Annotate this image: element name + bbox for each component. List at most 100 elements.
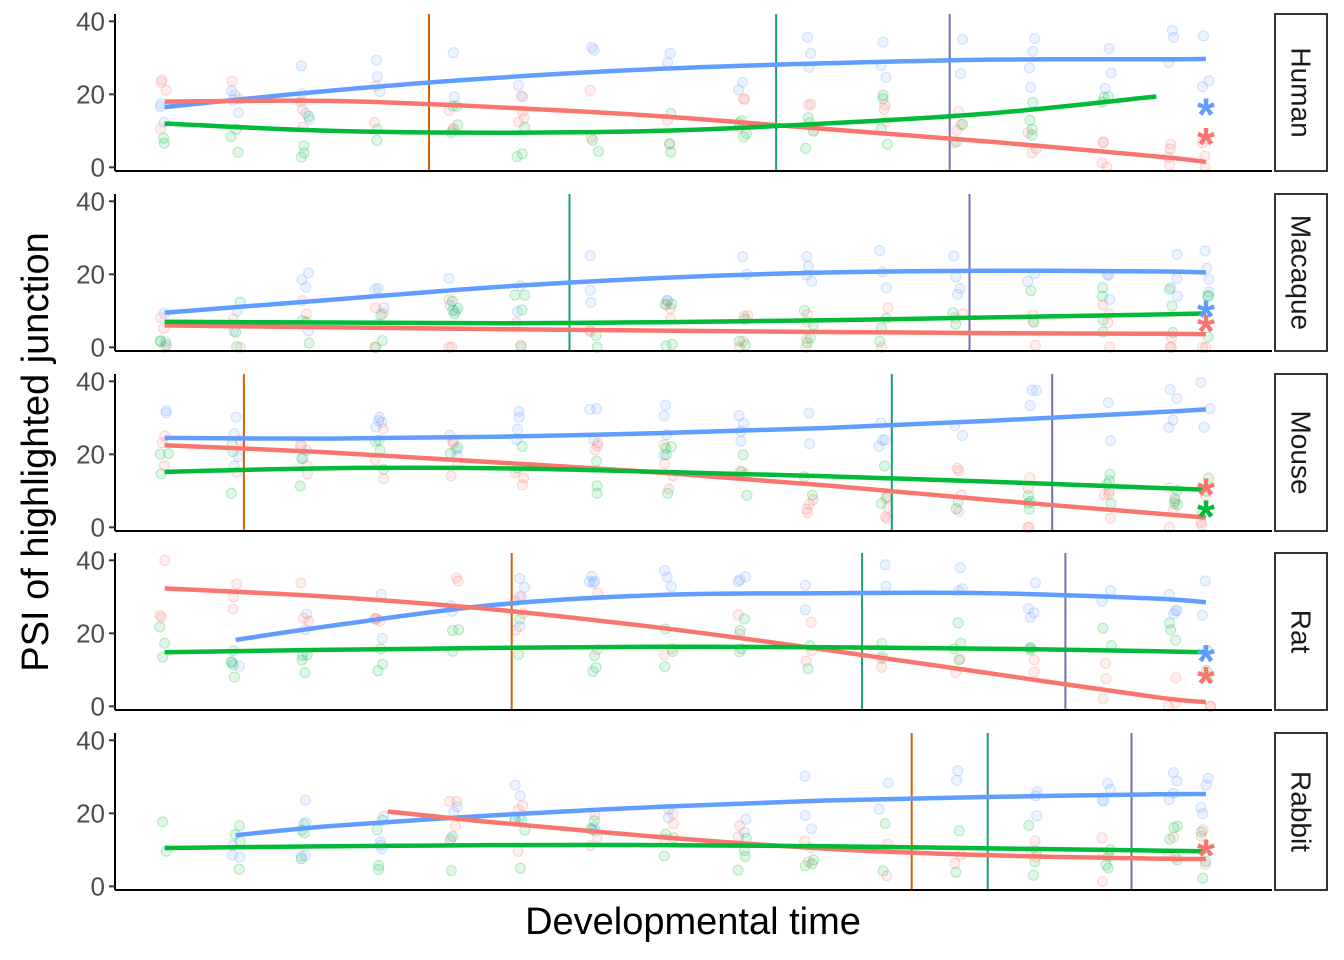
- scatter-point: [952, 765, 964, 777]
- scatter-point: [1169, 493, 1181, 504]
- strip-box: [1274, 13, 1328, 172]
- scatter-point: [1167, 767, 1179, 779]
- trend-line-blue: [235, 791, 1206, 838]
- trend-line-green: [164, 311, 1206, 326]
- scatter-point: [664, 47, 676, 59]
- scatter-point: [739, 613, 750, 625]
- scatter-point: [587, 134, 599, 146]
- scatter-point: [879, 434, 891, 446]
- scatter-point: [806, 823, 817, 835]
- scatter-point: [369, 302, 381, 314]
- scatter-point: [160, 339, 172, 351]
- scatter-point: [1203, 286, 1215, 298]
- scatter-point: [1165, 282, 1177, 294]
- scatter-point: [445, 865, 457, 877]
- scatter-point: [1200, 779, 1212, 791]
- panel-human: ** 0 20 40 Human: [76, 6, 1328, 182]
- scatter-point: [1171, 272, 1183, 284]
- scatter-point: [1028, 869, 1039, 881]
- panel-rat: ** 0 20 40 Rat: [76, 545, 1328, 721]
- scatter-point: [798, 305, 810, 317]
- scatter-point: [225, 487, 237, 499]
- scatter-point: [230, 411, 242, 423]
- scatter-point: [1026, 147, 1038, 159]
- scatter-point: [1204, 700, 1216, 712]
- scatter-point: [1201, 670, 1213, 682]
- scatter-point: [514, 621, 526, 632]
- scatter-point: [514, 613, 526, 625]
- scatter-point: [740, 128, 752, 140]
- scatter-point: [806, 275, 818, 287]
- scatter-point: [1097, 136, 1109, 148]
- scatter-point: [735, 435, 747, 447]
- scatter-point: [1171, 248, 1183, 260]
- scatter-point: [158, 460, 170, 472]
- scatter-point: [1024, 114, 1036, 126]
- scatter-point: [158, 132, 170, 144]
- scatter-point: [1169, 495, 1181, 507]
- scatter-point: [513, 116, 525, 128]
- scatter-point: [948, 250, 960, 262]
- scatter-point: [519, 581, 531, 593]
- scatter-point: [1105, 498, 1117, 509]
- scatter-point: [584, 84, 596, 96]
- scatter-point: [298, 612, 310, 624]
- trend-line-green: [164, 644, 1206, 655]
- scatter-point: [591, 403, 603, 415]
- scatter-point: [586, 42, 598, 53]
- scatter-point: [591, 440, 603, 452]
- scatter-point: [662, 57, 674, 68]
- scatter-point: [154, 101, 166, 113]
- trend-line-red: [164, 586, 1207, 705]
- scatter-point: [1024, 62, 1035, 74]
- scatter-point: [875, 497, 887, 509]
- scatter-point: [1163, 422, 1175, 433]
- scatter-point: [1202, 772, 1214, 784]
- trend-line-green: [164, 94, 1157, 135]
- scatter-point: [1102, 778, 1113, 789]
- trend-line-blue: [164, 56, 1206, 110]
- scatter-point: [950, 271, 962, 283]
- scatter-point: [1024, 611, 1036, 623]
- y-tick-label: 0: [91, 691, 105, 721]
- scatter-point: [1168, 497, 1180, 509]
- scatter-point: [1104, 585, 1116, 597]
- scatter-point: [949, 857, 961, 869]
- scatter-point: [587, 666, 599, 677]
- x-axis-title: Developmental time: [525, 901, 861, 943]
- scatter-point: [1028, 654, 1040, 666]
- scatter-point: [1098, 489, 1110, 501]
- y-tick-label: 0: [91, 152, 105, 182]
- scatter-point: [1023, 603, 1034, 615]
- scatter-point: [593, 146, 604, 157]
- y-tick-label: 0: [91, 332, 105, 362]
- scatter-point: [376, 632, 388, 644]
- scatter-point: [303, 113, 315, 125]
- scatter-point: [876, 434, 888, 446]
- scatter-point: [1196, 609, 1208, 621]
- significance-star-red: *: [1197, 118, 1215, 170]
- scatter-point: [158, 137, 170, 149]
- scatter-point: [808, 854, 820, 866]
- significance-star-blue: *: [1197, 291, 1215, 343]
- scatter-point: [1171, 775, 1183, 787]
- scatter-point: [1022, 490, 1034, 502]
- scatter-point: [955, 68, 967, 80]
- scatter-point: [665, 441, 677, 453]
- scatter-point: [800, 655, 812, 667]
- scatter-point: [1170, 605, 1181, 617]
- scatter-point: [1099, 82, 1111, 94]
- significance-star-green: *: [1197, 491, 1215, 543]
- scatter-point: [296, 274, 308, 286]
- scatter-point: [1104, 341, 1116, 353]
- scatter-point: [733, 410, 745, 422]
- scatter-point: [1197, 81, 1208, 93]
- scatter-point: [518, 472, 530, 484]
- scatter-point: [1202, 290, 1214, 302]
- scatter-point: [950, 866, 962, 878]
- scatter-point: [450, 572, 462, 584]
- scatter-point: [952, 288, 963, 300]
- scatter-point: [665, 146, 677, 158]
- y-tick-label: 0: [91, 512, 105, 542]
- scatter-point: [1026, 129, 1038, 141]
